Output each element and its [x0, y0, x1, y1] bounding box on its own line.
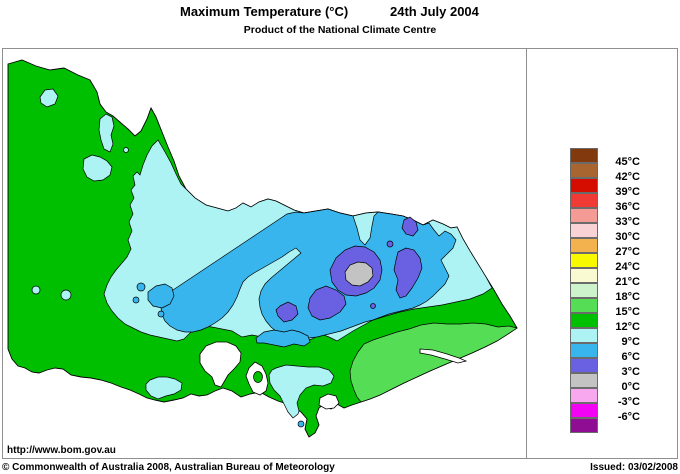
legend-color-box [570, 343, 598, 358]
corner-inlet [318, 393, 340, 410]
legend-color-box [570, 223, 598, 238]
region-coastal-15-18c [349, 322, 518, 403]
legend-color-box [570, 148, 598, 163]
legend-tick-label: 18°C [615, 291, 640, 303]
legend-color-box [570, 193, 598, 208]
legend-color-box [570, 298, 598, 313]
legend-color-box [570, 178, 598, 193]
legend-tick-label: 39°C [615, 186, 640, 198]
legend-panel-divider [526, 48, 527, 459]
bom-url-label: http://www.bom.gov.au [7, 445, 116, 456]
legend-color-box [570, 163, 598, 178]
legend-color-box [570, 418, 598, 433]
legend-tick-label: 27°C [615, 246, 640, 258]
legend-tick-label: 6°C [621, 351, 640, 363]
legend-tick-label: 42°C [615, 171, 640, 183]
footer-copyright: © Commonwealth of Australia 2008, Austra… [2, 462, 335, 473]
legend-tick-label: 0°C [621, 381, 640, 393]
legend-tick-label: 33°C [615, 216, 640, 228]
legend-color-box [570, 313, 598, 328]
legend-tick-label: 3°C [621, 366, 640, 378]
legend-tick-label: 36°C [615, 201, 640, 213]
page-date: 24th July 2004 [390, 4, 479, 19]
legend-color-box [570, 268, 598, 283]
legend-color-box [570, 208, 598, 223]
legend-color-box [570, 253, 598, 268]
legend-tick-label: 30°C [615, 231, 640, 243]
legend-tick-label: -6°C [617, 411, 640, 423]
region-alpine-6-9c [160, 208, 457, 339]
legend-color-box [570, 328, 598, 343]
legend-color-box [570, 283, 598, 298]
victoria-temperature-map [7, 59, 518, 438]
legend-tick-label: 45°C [615, 156, 640, 168]
legend-tick-label: 24°C [615, 261, 640, 273]
legend-labels: 45°C 42°C 39°C 36°C 33°C 30°C 27°C 24°C 21°C 18°C… [602, 148, 640, 438]
legend-tick-label: 15°C [615, 306, 640, 318]
patch-0-3c [344, 261, 374, 287]
legend-color-box [570, 403, 598, 418]
french-island [253, 371, 263, 383]
legend-tick-label: -3°C [617, 396, 640, 408]
legend-color-box [570, 373, 598, 388]
legend-color-box [570, 358, 598, 373]
patches-west-6-9c [132, 282, 311, 428]
legend-tick-label: 21°C [615, 276, 640, 288]
gippsland-lakes [419, 348, 468, 364]
footer-issued: Issued: 03/02/2008 [590, 462, 678, 473]
port-phillip-bay [199, 341, 242, 388]
legend-scale [570, 148, 598, 433]
map-frame [2, 48, 678, 459]
page-subtitle: Product of the National Climate Centre [243, 24, 437, 36]
patches-isolated-9-12c [31, 88, 335, 419]
legend-tick-label: 12°C [615, 321, 640, 333]
page-title: Maximum Temperature (°C) [180, 4, 349, 19]
legend-color-box [570, 388, 598, 403]
legend-color-box [570, 238, 598, 253]
legend-tick-label: 9°C [621, 336, 640, 348]
